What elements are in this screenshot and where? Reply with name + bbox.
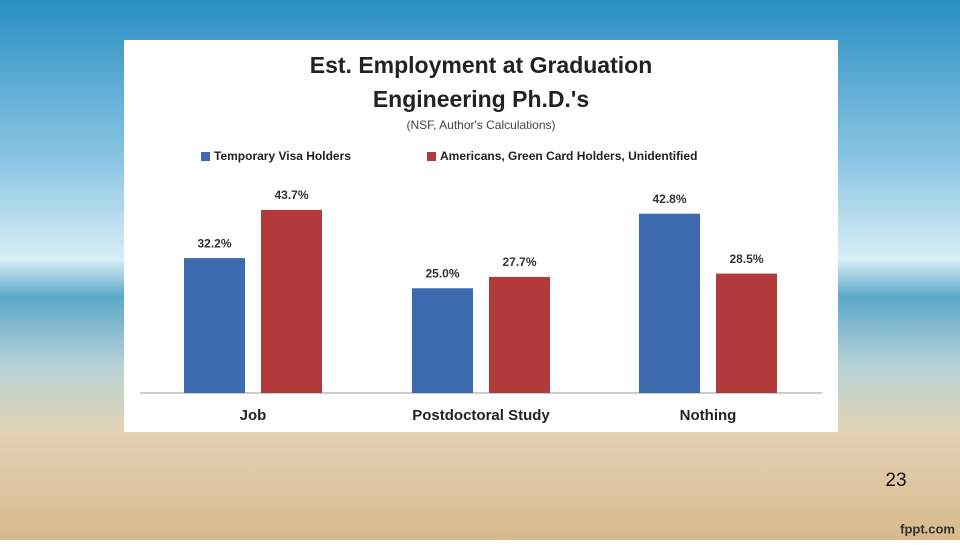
- bar: [261, 209, 322, 393]
- bar: [639, 213, 700, 393]
- slide-number: 23: [885, 470, 906, 491]
- data-label: 42.8%: [652, 192, 686, 206]
- bar: [412, 288, 473, 393]
- data-label: 27.7%: [502, 255, 536, 269]
- data-label: 32.2%: [197, 236, 231, 250]
- legend-swatch: [201, 152, 210, 161]
- bar: [489, 276, 550, 393]
- legend-swatch: [427, 152, 436, 161]
- x-tick-label: Postdoctoral Study: [412, 407, 550, 424]
- legend-label: Americans, Green Card Holders, Unidentif…: [440, 149, 697, 163]
- legend-label: Temporary Visa Holders: [214, 149, 351, 163]
- bar: [716, 273, 777, 393]
- data-label: 25.0%: [425, 266, 459, 280]
- bar: [184, 258, 245, 393]
- chart-title: Est. Employment at Graduation: [310, 52, 653, 78]
- data-label: 28.5%: [729, 252, 763, 266]
- chart-title: Engineering Ph.D.'s: [373, 86, 589, 112]
- chart-subtitle: (NSF, Author's Calculations): [406, 118, 555, 132]
- footer: fppt.com: [900, 521, 955, 536]
- x-tick-label: Job: [240, 407, 267, 424]
- data-label: 43.7%: [274, 188, 308, 202]
- x-tick-label: Nothing: [680, 407, 737, 424]
